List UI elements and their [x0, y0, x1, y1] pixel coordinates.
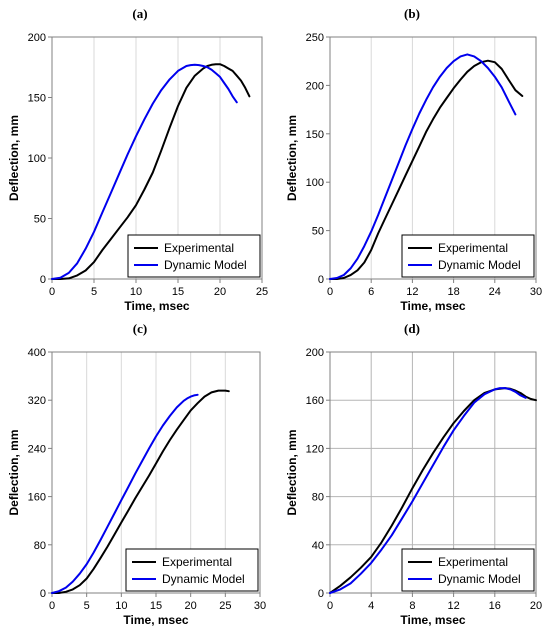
- y-tick-label: 200: [306, 80, 324, 92]
- x-axis-title: Time, msec: [400, 299, 465, 313]
- plot-frame: [329, 36, 537, 280]
- x-tick-label: 8: [409, 600, 415, 612]
- panel-label: (a): [132, 6, 147, 21]
- legend-box: [127, 234, 261, 278]
- y-tick-label: 0: [318, 588, 324, 600]
- legend-label: Experimental: [164, 241, 234, 255]
- plot-frame: [329, 351, 537, 594]
- x-tick-label: 4: [368, 600, 374, 612]
- legend-box: [401, 234, 535, 278]
- y-tick-label: 240: [28, 443, 46, 455]
- x-tick-label: 15: [172, 286, 184, 298]
- series-line-experimental: [329, 59, 524, 280]
- y-tick-label: 250: [306, 32, 324, 44]
- y-tick-label: 150: [28, 93, 46, 105]
- series-line-experimental: [329, 387, 537, 594]
- y-tick-label: 320: [28, 395, 46, 407]
- series-line-experimental: [51, 389, 230, 594]
- series-line-dynamic-model: [329, 387, 527, 594]
- legend-label: Dynamic Model: [162, 572, 245, 586]
- x-tick-label: 10: [130, 286, 142, 298]
- y-tick-label: 0: [40, 274, 46, 286]
- y-tick-label: 50: [34, 214, 46, 226]
- x-tick-label: 10: [115, 600, 127, 612]
- chart-panel-2: (c) 0 5 10 15 20 25 30 0 80 160 240 320 400 Time, msec…: [7, 321, 266, 627]
- x-tick-label: 30: [254, 600, 266, 612]
- x-tick-label: 12: [406, 286, 418, 298]
- legend-label: Dynamic Model: [164, 258, 247, 272]
- chart-panel-1: (b) 0 6 12 18 24 30 0 50 100 150 200 250 Time, msec De…: [285, 6, 542, 313]
- y-axis-title: Deflection, mm: [7, 115, 21, 201]
- y-tick-label: 120: [306, 443, 324, 455]
- y-tick-label: 160: [28, 492, 46, 504]
- legend-label: Dynamic Model: [438, 572, 521, 586]
- x-tick-label: 12: [447, 600, 459, 612]
- x-axis-title: Time, msec: [123, 613, 188, 627]
- legend-label: Dynamic Model: [438, 258, 521, 272]
- y-tick-label: 80: [312, 492, 324, 504]
- legend-label: Experimental: [162, 555, 232, 569]
- x-axis-title: Time, msec: [400, 613, 465, 627]
- series-line-dynamic-model: [329, 53, 517, 280]
- y-tick-label: 200: [28, 32, 46, 44]
- series-line-dynamic-model: [51, 393, 199, 594]
- y-axis-title: Deflection, mm: [285, 115, 299, 201]
- panel-label: (b): [404, 6, 420, 21]
- x-tick-label: 25: [219, 600, 231, 612]
- x-tick-label: 16: [489, 600, 501, 612]
- y-tick-label: 50: [312, 226, 324, 238]
- x-tick-label: 0: [49, 600, 55, 612]
- y-tick-label: 100: [28, 153, 46, 165]
- x-tick-label: 30: [530, 286, 542, 298]
- y-tick-label: 400: [28, 347, 46, 359]
- y-tick-label: 0: [318, 274, 324, 286]
- x-tick-label: 25: [256, 286, 268, 298]
- y-tick-label: 150: [306, 129, 324, 141]
- panel-label: (c): [133, 321, 147, 336]
- x-tick-label: 20: [214, 286, 226, 298]
- x-tick-label: 20: [530, 600, 542, 612]
- x-tick-label: 5: [91, 286, 97, 298]
- x-tick-label: 5: [84, 600, 90, 612]
- y-tick-label: 40: [312, 540, 324, 552]
- y-tick-label: 100: [306, 177, 324, 189]
- y-tick-label: 200: [306, 347, 324, 359]
- y-tick-label: 160: [306, 395, 324, 407]
- x-tick-label: 6: [368, 286, 374, 298]
- x-tick-label: 0: [327, 286, 333, 298]
- legend-label: Experimental: [438, 555, 508, 569]
- x-tick-label: 0: [49, 286, 55, 298]
- legend-box: [125, 548, 259, 592]
- x-axis-title: Time, msec: [124, 299, 189, 313]
- y-tick-label: 80: [34, 540, 46, 552]
- series-line-dynamic-model: [51, 63, 238, 280]
- legend-label: Experimental: [438, 241, 508, 255]
- series-line-experimental: [51, 63, 251, 280]
- x-tick-label: 0: [327, 600, 333, 612]
- y-axis-title: Deflection, mm: [7, 429, 21, 515]
- x-tick-label: 15: [150, 600, 162, 612]
- x-tick-label: 20: [185, 600, 197, 612]
- x-tick-label: 18: [447, 286, 459, 298]
- x-tick-label: 24: [489, 286, 501, 298]
- y-axis-title: Deflection, mm: [285, 429, 299, 515]
- chart-panel-0: (a) 0 5 10 15 20 25 0 50 100 150 200 Time, msec Defle…: [7, 6, 268, 313]
- panel-label: (d): [404, 321, 420, 336]
- y-tick-label: 0: [40, 588, 46, 600]
- legend-box: [401, 548, 535, 592]
